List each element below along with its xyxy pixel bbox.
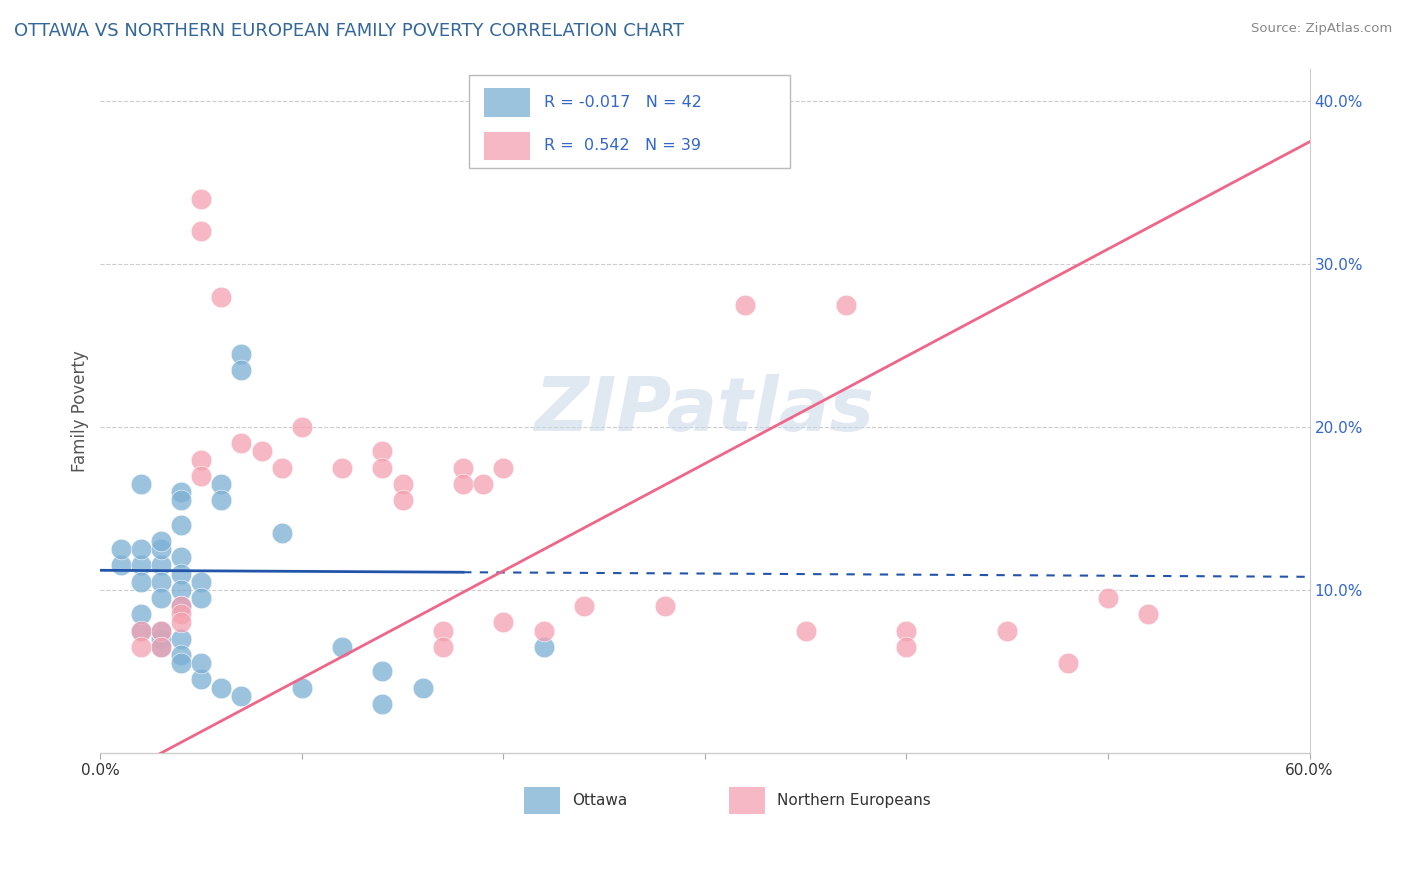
Point	[110, 558, 132, 573]
Point	[896, 624, 918, 638]
Point	[129, 624, 152, 638]
Point	[149, 591, 172, 605]
Point	[129, 558, 152, 573]
Point	[190, 656, 212, 670]
Point	[190, 452, 212, 467]
Point	[149, 533, 172, 548]
Point	[371, 444, 394, 458]
Point	[533, 624, 555, 638]
Point	[451, 460, 474, 475]
Point	[231, 363, 253, 377]
Point	[170, 632, 193, 646]
Point	[432, 624, 454, 638]
Point	[129, 624, 152, 638]
Point	[291, 681, 314, 695]
Text: OTTAWA VS NORTHERN EUROPEAN FAMILY POVERTY CORRELATION CHART: OTTAWA VS NORTHERN EUROPEAN FAMILY POVER…	[14, 22, 685, 40]
Point	[896, 640, 918, 654]
Point	[835, 298, 858, 312]
Point	[330, 640, 353, 654]
Point	[533, 640, 555, 654]
Point	[1097, 591, 1119, 605]
Point	[1137, 607, 1160, 622]
Point	[391, 477, 413, 491]
Point	[270, 460, 292, 475]
Point	[149, 624, 172, 638]
Point	[170, 607, 193, 622]
Point	[170, 517, 193, 532]
Point	[451, 477, 474, 491]
Point	[734, 298, 756, 312]
Point	[209, 477, 232, 491]
Point	[209, 681, 232, 695]
Point	[371, 460, 394, 475]
FancyBboxPatch shape	[484, 88, 530, 117]
Point	[654, 599, 676, 614]
Point	[170, 599, 193, 614]
Point	[149, 632, 172, 646]
FancyBboxPatch shape	[484, 132, 530, 161]
Text: Source: ZipAtlas.com: Source: ZipAtlas.com	[1251, 22, 1392, 36]
Point	[412, 681, 434, 695]
Point	[129, 640, 152, 654]
Point	[492, 460, 515, 475]
Text: R = -0.017   N = 42: R = -0.017 N = 42	[544, 95, 702, 110]
Point	[291, 420, 314, 434]
Point	[149, 542, 172, 557]
Point	[190, 224, 212, 238]
Point	[391, 493, 413, 508]
Point	[129, 574, 152, 589]
Point	[149, 558, 172, 573]
Point	[129, 477, 152, 491]
Point	[794, 624, 817, 638]
Point	[170, 566, 193, 581]
Point	[371, 697, 394, 711]
FancyBboxPatch shape	[523, 787, 560, 814]
Point	[110, 542, 132, 557]
Point	[231, 436, 253, 450]
Point	[129, 607, 152, 622]
Point	[170, 648, 193, 662]
Point	[190, 591, 212, 605]
Y-axis label: Family Poverty: Family Poverty	[72, 350, 89, 472]
FancyBboxPatch shape	[470, 75, 790, 168]
Point	[330, 460, 353, 475]
Point	[170, 493, 193, 508]
Point	[231, 346, 253, 360]
Point	[1056, 656, 1078, 670]
Point	[190, 673, 212, 687]
FancyBboxPatch shape	[730, 787, 765, 814]
Point	[250, 444, 273, 458]
Point	[170, 485, 193, 500]
Point	[149, 574, 172, 589]
Point	[170, 582, 193, 597]
Point	[149, 640, 172, 654]
Point	[170, 615, 193, 630]
Point	[149, 624, 172, 638]
Point	[209, 290, 232, 304]
Point	[231, 689, 253, 703]
Point	[432, 640, 454, 654]
Point	[371, 665, 394, 679]
Point	[190, 192, 212, 206]
Text: Northern Europeans: Northern Europeans	[778, 793, 931, 808]
Text: ZIPatlas: ZIPatlas	[534, 374, 875, 447]
Point	[209, 493, 232, 508]
Point	[190, 468, 212, 483]
Point	[170, 599, 193, 614]
Point	[572, 599, 595, 614]
Point	[170, 550, 193, 565]
Point	[270, 525, 292, 540]
Text: R =  0.542   N = 39: R = 0.542 N = 39	[544, 138, 702, 153]
Point	[129, 542, 152, 557]
Point	[190, 574, 212, 589]
Point	[149, 640, 172, 654]
Point	[492, 615, 515, 630]
Point	[995, 624, 1018, 638]
Point	[472, 477, 495, 491]
Point	[170, 656, 193, 670]
Text: Ottawa: Ottawa	[572, 793, 627, 808]
